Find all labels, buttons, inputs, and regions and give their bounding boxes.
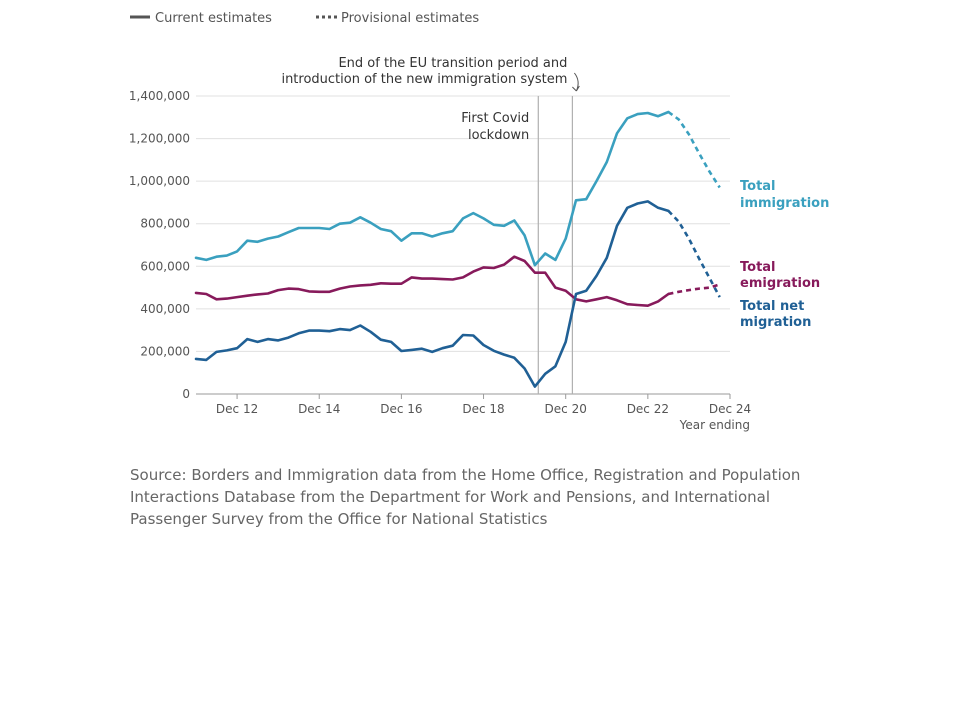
eu-transition-label: End of the EU transition period and [338,56,567,71]
total-net-migration-label: migration [740,315,811,330]
chart-svg: First Covid lockdown End of the EU transit… [129,11,829,432]
annotation-layer: First Covid lockdown End of the EU transit… [281,56,580,394]
grid-layer [196,95,730,395]
total-emigration-provisional-line [668,283,721,296]
x-tick-label: Dec 22 [627,402,669,416]
y-tick-label: 200,000 [140,344,190,358]
x-tick-label: Dec 20 [545,402,587,416]
y-tick-label: 800,000 [140,217,190,231]
legend-provisional-estimates: Provisional estimates [341,11,479,26]
total-immigration-label: Total [740,179,776,194]
legend-layer: Current estimates Provisional estimates [130,11,479,26]
y-tick-label: 0 [182,387,190,401]
x-tick-label: Dec 14 [298,402,340,416]
x-axis-title: Year ending [679,418,750,432]
x-tick-label: Dec 18 [462,402,504,416]
y-tick-label: 600,000 [140,259,190,273]
eu-transition-label: introduction of the new immigration syst… [281,72,567,87]
total-emigration-current-line [194,255,670,308]
x-tick-label: Dec 24 [709,402,751,416]
source-note: Source: Borders and Immigration data fro… [130,466,801,528]
legend-current-estimates: Current estimates [155,11,272,26]
total-net-migration-label: Total net [740,299,804,314]
total-emigration-label: Total [740,260,776,275]
total-immigration-label: immigration [740,196,829,211]
total-net-migration-provisional-line [667,209,721,298]
total-immigration-provisional-line [667,110,721,189]
x-tick-label: Dec 12 [216,402,258,416]
total-net-migration-current-line [194,200,670,388]
x-tick-label: Dec 16 [380,402,422,416]
y-tick-label: 1,200,000 [129,132,190,146]
axis-layer: 0 200,000 400,000 600,000 800,000 1,000,000 1,… [129,89,751,432]
total-immigration-current-line [194,110,670,267]
total-emigration-label: emigration [740,276,820,291]
covid-lockdown-label: lockdown [468,128,529,143]
y-tick-label: 1,000,000 [129,174,190,188]
y-tick-label: 1,400,000 [129,89,190,103]
eu-transition-arrow-icon [572,72,580,92]
y-tick-label: 400,000 [140,302,190,316]
covid-lockdown-label: First Covid [461,111,529,126]
